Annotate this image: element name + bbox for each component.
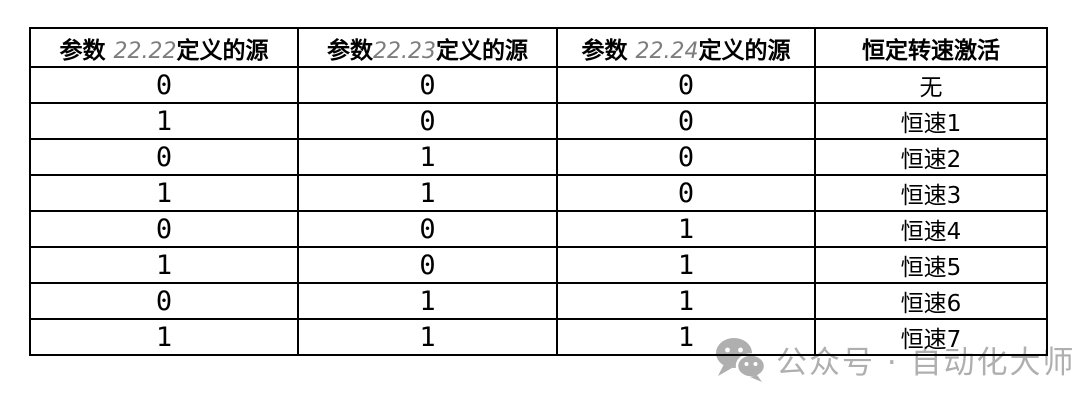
table-row-7: 0 1 1 恒速6	[29, 282, 1048, 320]
source-bit-cell: 1	[297, 138, 558, 176]
table-row-2: 1 0 0 恒速1	[29, 102, 1048, 140]
source-bit-cell: 1	[297, 282, 558, 320]
source-bit-cell: 1	[29, 318, 299, 356]
column-header-4: 恒定转速激活	[814, 27, 1048, 68]
source-bit-cell: 0	[556, 66, 816, 104]
speed-result-cell: 无	[814, 66, 1048, 104]
param-number: 22.24	[635, 38, 699, 64]
header-prefix: 参数	[59, 37, 114, 64]
table-row-6: 1 0 1 恒速5	[29, 246, 1048, 284]
speed-result-cell: 恒速6	[814, 282, 1048, 320]
speed-result-cell: 恒速7	[814, 318, 1048, 356]
source-bit-cell: 0	[29, 66, 299, 104]
header-prefix: 参数	[581, 37, 636, 64]
column-header-2: 参数22.23定义的源	[297, 27, 558, 68]
source-bit-cell: 0	[29, 282, 299, 320]
param-number: 22.23	[373, 38, 436, 64]
source-bit-cell: 0	[297, 210, 558, 248]
param-number: 22.22	[113, 38, 177, 64]
source-bit-cell: 0	[297, 102, 558, 140]
speed-result-cell: 恒速3	[814, 174, 1048, 212]
table-row-8: 1 1 1 恒速7	[29, 318, 1048, 356]
speed-result-cell: 恒速2	[814, 138, 1048, 176]
header-suffix: 定义的源	[435, 37, 528, 64]
source-bit-cell: 1	[29, 174, 299, 212]
source-bit-cell: 0	[297, 66, 558, 104]
source-bit-cell: 1	[556, 210, 816, 248]
source-bit-cell: 1	[29, 102, 299, 140]
source-bit-cell: 0	[556, 102, 816, 140]
speed-result-cell: 恒速1	[814, 102, 1048, 140]
header-row: 参数 22.22定义的源 参数22.23定义的源 参数 22.24定义的源 恒定转速激…	[29, 27, 1048, 68]
table-row-3: 0 1 0 恒速2	[29, 138, 1048, 176]
source-bit-cell: 1	[556, 282, 816, 320]
source-bit-cell: 1	[556, 246, 816, 284]
header-suffix: 定义的源	[698, 37, 791, 64]
speed-result-cell: 恒速5	[814, 246, 1048, 284]
header-suffix: 定义的源	[176, 37, 269, 64]
source-bit-cell: 1	[556, 318, 816, 356]
speed-result-cell: 恒速4	[814, 210, 1048, 248]
column-header-3: 参数 22.24定义的源	[556, 27, 816, 68]
source-bit-cell: 0	[297, 246, 558, 284]
source-bit-cell: 0	[29, 210, 299, 248]
table-row-4: 1 1 0 恒速3	[29, 174, 1048, 212]
source-bit-cell: 1	[297, 318, 558, 356]
source-bit-cell: 0	[556, 138, 816, 176]
source-bit-cell: 0	[556, 174, 816, 212]
source-bit-cell: 1	[29, 246, 299, 284]
constant-speed-selection-table: 参数 22.22定义的源 参数22.23定义的源 参数 22.24定义的源 恒定转速激…	[29, 27, 1048, 356]
header-prefix: 参数	[327, 37, 373, 64]
source-bit-cell: 0	[29, 138, 299, 176]
table-row-5: 0 0 1 恒速4	[29, 210, 1048, 248]
column-header-1: 参数 22.22定义的源	[29, 27, 299, 68]
source-bit-cell: 1	[297, 174, 558, 212]
